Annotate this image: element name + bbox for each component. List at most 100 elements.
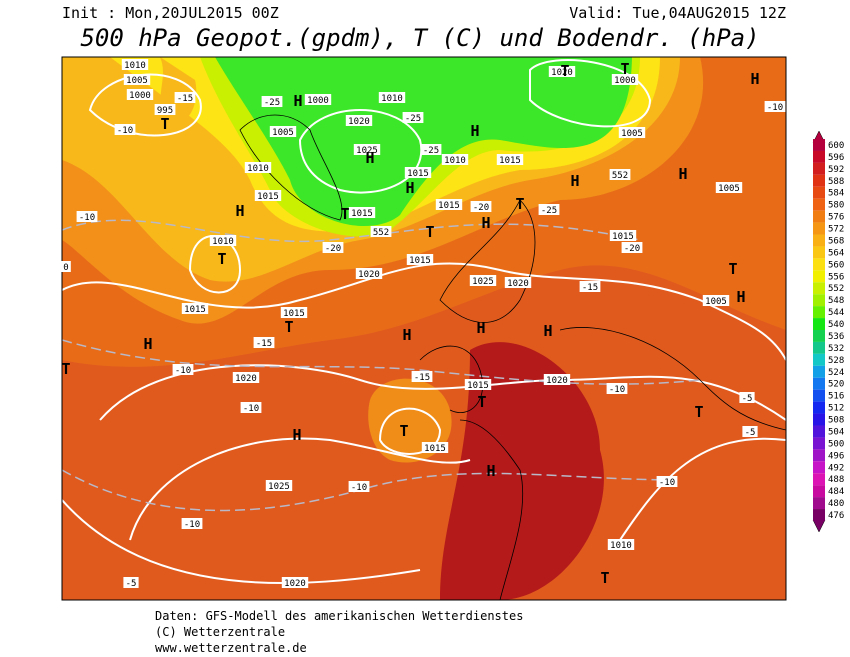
pressure-center: H (543, 322, 552, 340)
label-box (348, 481, 370, 492)
contour-label: -20 (325, 244, 341, 254)
label-box (579, 281, 601, 292)
contour-label: -25 (264, 98, 280, 108)
contour-label: 1000 (129, 91, 151, 101)
contour-label: 1020 (358, 270, 380, 280)
label-box (404, 167, 432, 178)
colorbar-label: 476 (828, 511, 844, 521)
pressure-center: T (61, 360, 70, 378)
label-box (353, 144, 381, 155)
colorbar-swatch (813, 162, 825, 175)
contour-label: 995 (157, 106, 173, 116)
copyright: (C) Wetterzentrale (155, 625, 285, 639)
pressure-center: T (217, 250, 226, 268)
label-box (402, 112, 424, 123)
contour-label: 1015 (351, 209, 373, 219)
label-box (606, 383, 628, 394)
pressure-center: T (515, 195, 524, 213)
label-box (421, 442, 449, 453)
colorbar-label: 504 (828, 427, 844, 437)
colorbar-swatch (813, 377, 825, 390)
colorbar-label: 548 (828, 296, 844, 306)
label-box (656, 476, 678, 487)
pressure-center: H (678, 165, 687, 183)
label-box (265, 480, 293, 491)
contour-label: 1015 (612, 232, 634, 242)
contour-label: 1005 (126, 76, 148, 86)
colorbar-label: 560 (828, 260, 844, 270)
pressure-center: T (284, 318, 293, 336)
contour-label: 1010 (610, 541, 632, 551)
contour-label: -15 (582, 283, 598, 293)
colorbar-label: 540 (828, 320, 844, 330)
pressure-center: T (600, 569, 609, 587)
label-box (281, 577, 309, 588)
contour-label: -15 (177, 94, 193, 104)
colorbar-label: 568 (828, 236, 844, 246)
pressure-center: H (293, 92, 302, 110)
label-box (764, 101, 786, 112)
colorbar-label: 528 (828, 356, 844, 366)
colorbar-swatch (813, 150, 825, 163)
contour-label: -20 (624, 244, 640, 254)
colorbar-swatch (813, 509, 825, 521)
colorbar-swatch (813, 306, 825, 319)
label-box (464, 379, 492, 390)
colorbar-label: 520 (828, 380, 844, 390)
colorbar-swatch (813, 294, 825, 307)
contour-label: 1025 (268, 482, 290, 492)
contour-label: -5 (745, 428, 756, 438)
colorbar-label: 556 (828, 272, 844, 282)
contour-label: -5 (742, 394, 753, 404)
pressure-center: T (425, 223, 434, 241)
label-box (543, 374, 571, 385)
colorbar-swatch (813, 461, 825, 474)
contour-label: 1005 (621, 129, 643, 139)
label-box (538, 204, 560, 215)
pressure-center: T (477, 393, 486, 411)
colorbar-swatch (813, 341, 825, 354)
pressure-center: H (570, 172, 579, 190)
contour-label: -10 (351, 483, 367, 493)
contour-label: -15 (256, 339, 272, 349)
label-box (154, 104, 176, 115)
colorbar-label: 480 (828, 499, 844, 509)
label-box (174, 92, 196, 103)
colorbar-label: 524 (828, 368, 844, 378)
contour-label: -10 (79, 213, 95, 223)
label-box (123, 74, 151, 85)
colorbar-swatch (813, 210, 825, 223)
contour-label: 1015 (499, 156, 521, 166)
contour-label: 552 (612, 171, 628, 181)
colorbar-swatch (813, 449, 825, 462)
label-box (172, 364, 194, 375)
contour-label: 1010 (381, 94, 403, 104)
contour-label: 552 (373, 228, 389, 238)
label-box (253, 337, 275, 348)
label-box (121, 59, 149, 70)
contour-label: 1015 (409, 256, 431, 266)
colorbar-label: 572 (828, 225, 844, 235)
label-box (261, 96, 283, 107)
colorbar-swatch (813, 174, 825, 187)
contour-label: -10 (767, 103, 783, 113)
colorbar-swatch (813, 365, 825, 378)
pressure-center: H (235, 202, 244, 220)
pressure-center: H (476, 319, 485, 337)
colorbar-label: 536 (828, 332, 844, 342)
colorbar-label: 596 (828, 153, 844, 163)
contour-label: -5 (126, 579, 137, 589)
pressure-center: H (405, 179, 414, 197)
contour-label: -10 (175, 366, 191, 376)
contour-label: 1020 (348, 117, 370, 127)
pressure-center: H (292, 426, 301, 444)
label-box (715, 182, 743, 193)
contour-label: -10 (659, 478, 675, 488)
contour-label: 1000 (614, 76, 636, 86)
colorbar-label: 584 (828, 189, 844, 199)
contour-label: 1015 (407, 169, 429, 179)
colorbar-swatch (813, 258, 825, 271)
colorbar-swatch (813, 473, 825, 486)
label-box (607, 539, 635, 550)
